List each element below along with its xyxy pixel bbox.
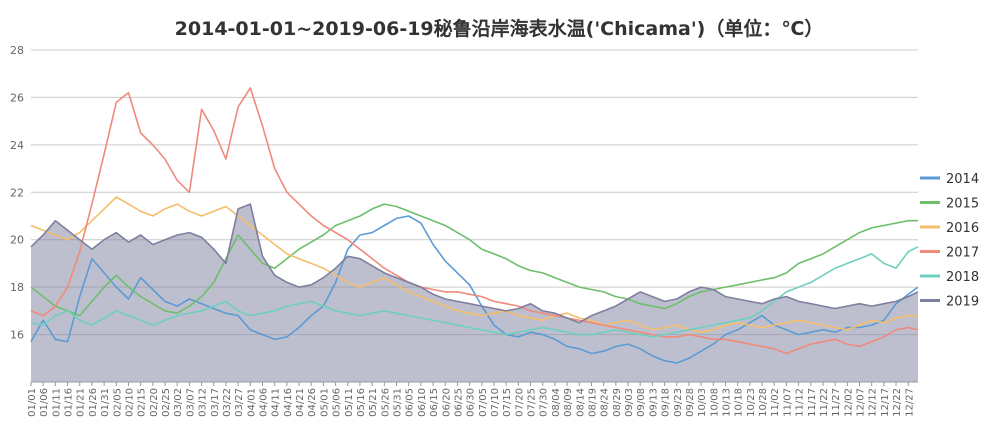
series-2019-area [31, 204, 918, 382]
legend-label-2014[interactable]: 2014 [946, 172, 979, 187]
x-tick-label: 08/09 [563, 388, 574, 417]
x-axis: 01/01 01/06 01/11 01/16 01/21 01/26 01/31 02/05… [27, 382, 915, 417]
x-tick-label: 07/25 [527, 388, 538, 417]
x-tick-label: 01/06 [39, 388, 50, 417]
x-tick-label: 10/28 [758, 388, 769, 417]
x-tick-label: 10/08 [709, 388, 720, 417]
x-tick-label: 12/02 [843, 388, 854, 417]
x-tick-label: 09/18 [661, 388, 672, 417]
x-tick-label: 08/24 [600, 388, 611, 417]
y-axis: 16 18 20 22 24 26 28 [10, 44, 918, 383]
x-tick-label: 09/13 [648, 388, 659, 417]
x-tick-label: 06/30 [466, 388, 477, 417]
x-tick-label: 09/23 [673, 388, 684, 417]
series-2018-line [30, 246, 919, 338]
x-tick-label: 08/04 [551, 388, 562, 417]
x-tick-label: 01/01 [27, 388, 38, 417]
series-2015-line [30, 203, 918, 317]
x-tick-label: 07/15 [502, 388, 513, 417]
x-tick-label: 05/31 [393, 388, 404, 417]
x-tick-label: 05/06 [332, 388, 343, 417]
x-tick-label: 05/11 [344, 388, 355, 417]
x-tick-label: 07/30 [539, 388, 550, 417]
x-tick-label: 08/19 [587, 388, 598, 417]
legend-label-2015[interactable]: 2015 [946, 197, 979, 212]
x-tick-label: 03/02 [173, 388, 184, 417]
x-tick-label: 04/11 [271, 388, 282, 417]
x-tick-label: 10/13 [721, 388, 732, 417]
x-tick-label: 12/17 [880, 388, 891, 417]
x-tick-label: 07/20 [514, 388, 525, 417]
x-tick-label: 03/22 [222, 388, 233, 417]
x-tick-label: 02/20 [149, 388, 160, 417]
x-tick-label: 11/02 [770, 388, 781, 417]
x-tick-label: 01/21 [76, 388, 87, 417]
x-tick-label: 05/16 [356, 388, 367, 417]
legend-label-2017[interactable]: 2017 [946, 246, 979, 261]
y-tick-label: 26 [10, 91, 24, 104]
x-tick-label: 12/07 [856, 388, 867, 417]
y-tick-label: 16 [10, 329, 24, 342]
x-tick-label: 08/14 [575, 388, 586, 417]
y-tick-label: 18 [10, 281, 24, 294]
x-tick-label: 06/20 [441, 388, 452, 417]
x-tick-label: 11/27 [831, 388, 842, 417]
y-tick-label: 20 [10, 234, 24, 247]
x-tick-label: 10/03 [697, 388, 708, 417]
x-tick-label: 05/21 [368, 388, 379, 417]
x-tick-label: 11/17 [807, 388, 818, 417]
x-tick-label: 11/12 [795, 388, 806, 417]
x-tick-label: 11/07 [782, 388, 793, 417]
series-2016-line [30, 196, 918, 333]
x-tick-label: 10/23 [746, 388, 757, 417]
area-layer [31, 204, 918, 382]
x-tick-label: 11/22 [819, 388, 830, 417]
chart-title: 2014-01-01~2019-06-19秘鲁沿岸海表水温('Chicama')… [174, 18, 824, 40]
legend[interactable]: 2014 2015 2016 2017 2018 2019 [920, 172, 979, 310]
x-tick-label: 06/15 [429, 388, 440, 417]
x-tick-label: 08/29 [612, 388, 623, 417]
x-tick-label: 04/01 [246, 388, 257, 417]
x-tick-label: 02/05 [112, 388, 123, 417]
x-tick-label: 06/10 [417, 388, 428, 417]
legend-label-2016[interactable]: 2016 [946, 221, 979, 236]
x-tick-label: 02/25 [161, 388, 172, 417]
x-tick-label: 10/18 [734, 388, 745, 417]
x-tick-label: 06/25 [453, 388, 464, 417]
series-2017-line [30, 87, 919, 355]
legend-label-2018[interactable]: 2018 [946, 270, 979, 285]
legend-label-2019[interactable]: 2019 [946, 295, 979, 310]
y-tick-label: 24 [10, 139, 24, 152]
x-tick-label: 02/15 [137, 388, 148, 417]
x-tick-label: 01/16 [64, 388, 75, 417]
x-tick-label: 12/12 [868, 388, 879, 417]
x-tick-label: 01/31 [100, 388, 111, 417]
x-tick-label: 03/12 [198, 388, 209, 417]
x-tick-label: 03/27 [234, 388, 245, 417]
x-tick-label: 05/01 [319, 388, 330, 417]
x-tick-label: 04/16 [283, 388, 294, 417]
x-tick-label: 03/07 [185, 388, 196, 417]
x-tick-label: 09/08 [636, 388, 647, 417]
x-tick-label: 07/05 [478, 388, 489, 417]
x-tick-label: 04/21 [295, 388, 306, 417]
y-tick-label: 28 [10, 44, 24, 57]
x-tick-label: 04/26 [307, 388, 318, 417]
x-tick-label: 12/27 [904, 388, 915, 417]
x-tick-label: 01/11 [51, 388, 62, 417]
x-tick-label: 01/26 [88, 388, 99, 417]
x-tick-label: 04/06 [258, 388, 269, 417]
x-tick-label: 09/28 [685, 388, 696, 417]
x-tick-label: 03/17 [210, 388, 221, 417]
x-tick-label: 09/03 [624, 388, 635, 417]
x-tick-label: 06/05 [405, 388, 416, 417]
x-tick-label: 12/22 [892, 388, 903, 417]
y-tick-label: 22 [10, 186, 24, 199]
x-tick-label: 07/10 [490, 388, 501, 417]
series-2019-line [30, 203, 919, 324]
x-tick-label: 05/26 [380, 388, 391, 417]
series-lines [30, 87, 919, 364]
x-tick-label: 02/10 [124, 388, 135, 417]
